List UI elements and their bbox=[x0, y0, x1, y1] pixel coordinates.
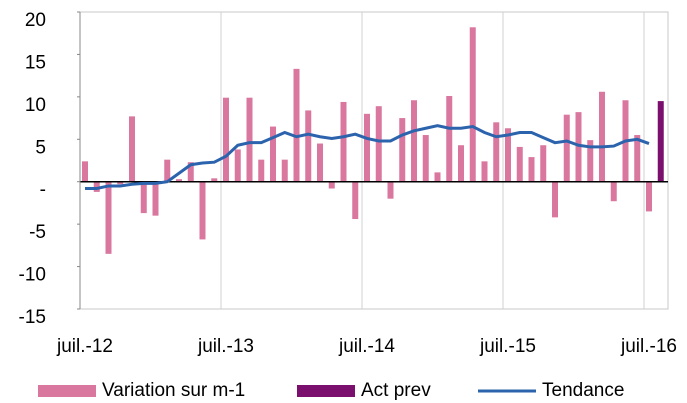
bar bbox=[105, 181, 112, 254]
y-tick-label: 5 bbox=[35, 137, 46, 158]
bar bbox=[129, 116, 135, 182]
bar bbox=[258, 159, 265, 182]
bar bbox=[82, 161, 88, 182]
y-tick-label: 10 bbox=[25, 95, 46, 116]
bar bbox=[399, 118, 406, 182]
bar bbox=[246, 97, 253, 182]
bar bbox=[164, 159, 171, 182]
bar bbox=[387, 181, 394, 199]
bar bbox=[199, 181, 206, 240]
bar bbox=[293, 68, 300, 182]
bar bbox=[140, 181, 147, 214]
bar bbox=[434, 172, 441, 182]
bar bbox=[234, 149, 241, 182]
bar bbox=[270, 126, 276, 182]
legend-label: Act prev bbox=[361, 380, 431, 401]
y-tick-label: 20 bbox=[25, 10, 46, 31]
trend-line bbox=[85, 124, 650, 191]
bar bbox=[493, 122, 500, 182]
y-tick-label: -5 bbox=[29, 222, 46, 243]
legend-label: Variation sur m-1 bbox=[102, 380, 245, 401]
y-tick-label: -15 bbox=[19, 307, 46, 328]
bar bbox=[340, 101, 347, 182]
bar bbox=[317, 143, 323, 182]
legend-label: Tendance bbox=[542, 380, 624, 401]
bar bbox=[281, 159, 288, 182]
bar bbox=[563, 114, 570, 182]
bar bbox=[528, 157, 535, 182]
bar bbox=[505, 128, 511, 182]
bar bbox=[411, 100, 417, 182]
bar bbox=[211, 178, 218, 182]
bar bbox=[305, 110, 312, 182]
bar bbox=[610, 181, 617, 202]
x-tick-label: juil.-12 bbox=[56, 336, 113, 357]
bar bbox=[187, 162, 194, 182]
y-tick-label: 15 bbox=[25, 52, 46, 73]
bar bbox=[446, 96, 453, 182]
bar bbox=[176, 179, 182, 182]
bar bbox=[469, 27, 476, 182]
bar bbox=[223, 97, 229, 182]
bar bbox=[516, 146, 523, 182]
bar bbox=[634, 135, 641, 182]
bar bbox=[540, 145, 547, 182]
x-tick-label: juil.-15 bbox=[479, 336, 536, 357]
bar bbox=[152, 181, 159, 216]
bar bbox=[117, 181, 124, 185]
bar bbox=[364, 113, 370, 182]
x-tick-label: juil.-13 bbox=[197, 336, 254, 357]
legend-swatch bbox=[38, 385, 96, 397]
y-tick-label: -10 bbox=[19, 265, 46, 286]
bar bbox=[481, 161, 488, 182]
bar bbox=[375, 106, 382, 182]
y-tick-label: - bbox=[40, 180, 46, 201]
bar bbox=[552, 181, 558, 218]
bar bbox=[328, 181, 335, 189]
bar bbox=[352, 181, 359, 220]
bar bbox=[575, 112, 582, 182]
bar bbox=[458, 145, 464, 182]
bar bbox=[599, 91, 605, 182]
x-tick-label: juil.-16 bbox=[620, 336, 677, 357]
bar bbox=[93, 181, 100, 192]
x-tick-label: juil.-14 bbox=[338, 336, 395, 357]
bar bbox=[422, 135, 429, 182]
bar bbox=[657, 101, 664, 182]
bar bbox=[587, 140, 594, 182]
bar bbox=[646, 181, 652, 212]
legend-swatch bbox=[297, 385, 355, 397]
